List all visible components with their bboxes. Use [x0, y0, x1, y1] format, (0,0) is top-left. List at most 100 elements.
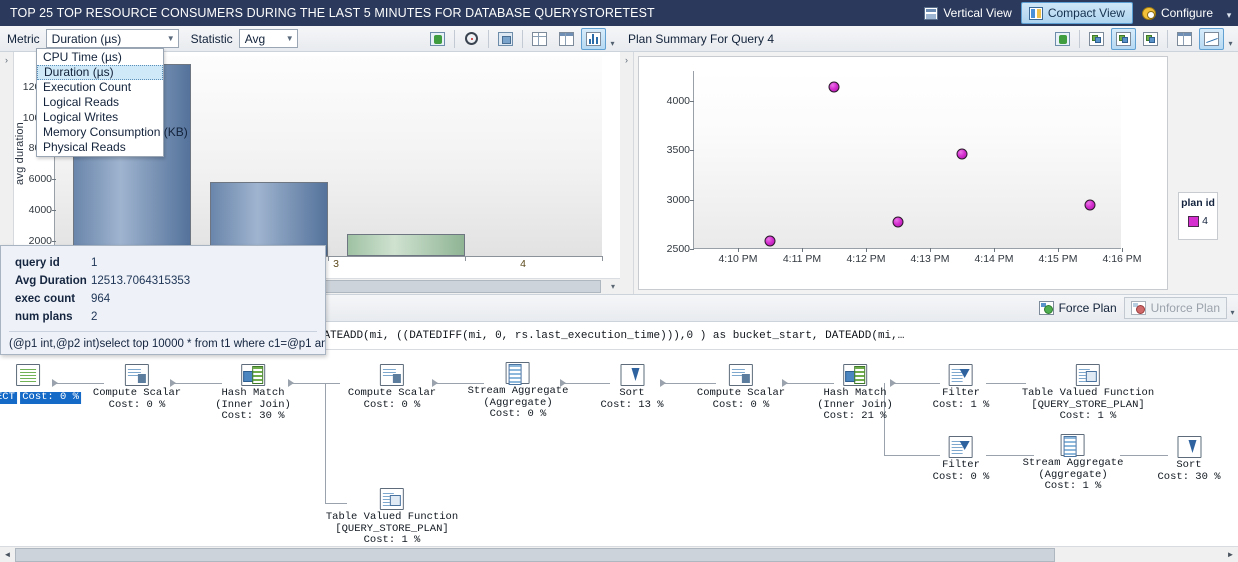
scroll-left-arrow-icon[interactable]: ◄ — [3, 550, 12, 559]
configure-button[interactable]: Configure — [1134, 2, 1221, 24]
vertical-view-label: Vertical View — [943, 6, 1012, 20]
scatter-point[interactable] — [892, 216, 904, 228]
view-query-window-icon — [498, 31, 513, 46]
plan-node-cost: Cost: 1 % — [1059, 410, 1117, 422]
plan-node-stream-aggregate[interactable]: Stream Aggregate (Aggregate) Cost: 0 % — [468, 362, 568, 421]
plan-node-filter[interactable]: Filter Cost: 1 % — [932, 364, 990, 411]
plan-node-compute-scalar[interactable]: Compute Scalar Cost: 0 % — [348, 364, 436, 411]
plan-node-table-valued-function[interactable]: Table Valued Function [QUERY_STORE_PLAN]… — [1022, 364, 1154, 423]
grid-detail-button[interactable] — [554, 28, 579, 50]
plan-node-filter[interactable]: Filter Cost: 0 % — [932, 436, 990, 483]
bar-query-3[interactable] — [347, 234, 465, 256]
tooltip-divider — [9, 331, 317, 332]
plan-node-hash-match[interactable]: Hash Match (Inner Join) Cost: 21 % — [817, 364, 893, 423]
plan-summary-body: › Avg 2500 3000 3500 4000 4 — [620, 52, 1238, 294]
compare-plans-button[interactable] — [1138, 28, 1163, 50]
plan-node-table-valued-function[interactable]: Table Valued Function [QUERY_STORE_PLAN]… — [326, 488, 458, 546]
plan-node-cost: Cost: 30 % — [221, 410, 285, 422]
scatter-point[interactable] — [764, 235, 776, 247]
refresh-button[interactable] — [425, 28, 450, 50]
filter-icon — [949, 364, 973, 386]
plan-summary-expander[interactable]: › — [620, 52, 634, 294]
plan-grid-view-button[interactable] — [1172, 28, 1197, 50]
metric-option-physical-reads[interactable]: Physical Reads — [43, 140, 126, 154]
scatter-point[interactable] — [1084, 199, 1096, 210]
bar-query-2[interactable] — [210, 182, 328, 256]
metric-option-cpu-time[interactable]: CPU Time (µs) — [43, 50, 122, 64]
refresh-icon — [1055, 31, 1070, 46]
view-mode-buttons: Vertical View Compact View Configure ▾ — [916, 0, 1238, 26]
plan-toolbar-overflow-icon[interactable]: ▾ — [1228, 38, 1233, 48]
plan-node-name: Table Valued Function — [1021, 387, 1155, 399]
plan-node-cost: Cost: 0 % — [932, 470, 990, 483]
scatter-ytick: 2500 — [666, 243, 695, 255]
plan-node-name: Compute Scalar — [696, 387, 786, 399]
plan-node-compute-scalar[interactable]: Compute Scalar Cost: 0 % — [93, 364, 181, 411]
bar-ytick: 6000 — [28, 173, 57, 186]
metric-option-logical-writes[interactable]: Logical Writes — [43, 110, 119, 124]
compact-view-button[interactable]: Compact View — [1020, 2, 1133, 24]
scatter-point[interactable] — [828, 81, 840, 93]
scatter-xtick-label: 4:10 PM — [718, 253, 758, 265]
scatter-xtick-label: 4:11 PM — [782, 253, 822, 265]
grid-view-icon — [1177, 31, 1192, 46]
grid-view-button[interactable] — [527, 28, 552, 50]
vertical-view-icon — [924, 6, 939, 20]
plan-actions-overflow-icon[interactable]: ▾ — [1230, 308, 1235, 317]
chevron-down-icon: ▼ — [166, 34, 175, 43]
refresh-icon — [430, 31, 445, 46]
force-plan-button[interactable]: Force Plan — [1032, 297, 1124, 319]
plan-node-hash-match[interactable]: Hash Match (Inner Join) Cost: 30 % — [215, 364, 291, 423]
plan-node-name: Filter — [942, 459, 980, 471]
plan-refresh-button[interactable] — [1050, 28, 1075, 50]
scrollbar-track[interactable] — [15, 547, 1223, 562]
plan-summary-scatter-chart[interactable]: 2500 3000 3500 4000 4:10 PM 4:11 PM 4:12… — [638, 56, 1168, 290]
scrollbar-down-arrow-icon[interactable]: ▾ — [610, 282, 615, 291]
scatter-ytick: 3500 — [666, 144, 695, 157]
plan-node-name: Hash Match — [221, 387, 285, 399]
plan-node-select[interactable]: SELECT Cost: 0 % — [0, 364, 81, 404]
plan-horizontal-scrollbar[interactable]: ◄ ► — [0, 546, 1238, 562]
metric-select[interactable]: Duration (µs) ▼ — [45, 29, 179, 48]
hash-match-icon — [241, 364, 265, 386]
track-query-button[interactable] — [459, 28, 484, 50]
plan-node-cost: Cost: 0 % — [108, 398, 166, 411]
plan-node-compute-scalar[interactable]: Compute Scalar Cost: 0 % — [697, 364, 785, 411]
titlebar-overflow-icon[interactable]: ▾ — [1226, 10, 1232, 20]
metric-dropdown-menu[interactable]: CPU Time (µs) Duration (µs) Execution Co… — [36, 48, 188, 157]
unforce-plan-toolbar-button[interactable] — [1111, 27, 1136, 50]
plan-summary-panel: Plan Summary For Query 4 ▾ › Avg 2500 — [620, 26, 1238, 294]
bar-chart-view-button[interactable] — [581, 27, 606, 50]
plan-node-sort[interactable]: Sort Cost: 13 % — [600, 364, 664, 411]
metric-option-duration[interactable]: Duration (µs) — [37, 65, 163, 80]
scatter-point[interactable] — [956, 148, 968, 159]
plan-node-subtitle: [QUERY_STORE_PLAN] — [1031, 398, 1145, 411]
metric-option-logical-reads[interactable]: Logical Reads — [43, 95, 120, 109]
plan-node-stream-aggregate[interactable]: Stream Aggregate (Aggregate) Cost: 1 % — [1022, 434, 1124, 493]
toolbar-separator — [454, 29, 455, 48]
scrollbar-thumb[interactable] — [15, 547, 1055, 562]
unforce-plan-button[interactable]: Unforce Plan — [1123, 297, 1227, 319]
statistic-select[interactable]: Avg ▼ — [238, 29, 298, 48]
chart-view-icon — [1204, 31, 1219, 46]
view-query-window-button[interactable] — [493, 28, 518, 50]
force-plan-toolbar-button[interactable] — [1084, 28, 1109, 50]
toolbar-separator — [1167, 29, 1168, 48]
plan-summary-toolbar: Plan Summary For Query 4 ▾ — [620, 26, 1238, 52]
plan-chart-view-button[interactable] — [1199, 27, 1224, 50]
execution-plan-canvas[interactable]: SELECT Cost: 0 % Compute Scalar Cost: 0 … — [0, 350, 1238, 546]
scroll-right-arrow-icon[interactable]: ► — [1226, 550, 1235, 559]
left-chart-expander[interactable]: › — [0, 52, 14, 294]
plan-node-name: Compute Scalar — [92, 387, 182, 399]
metric-option-memory-consumption[interactable]: Memory Consumption (KB) — [43, 125, 188, 139]
plan-node-name: Stream Aggregate — [1022, 457, 1124, 469]
plan-node-cost: Cost: 1 % — [932, 398, 990, 411]
bar-xtick-label: 4 — [520, 258, 526, 270]
plan-node-sort[interactable]: Sort Cost: 30 % — [1157, 436, 1221, 483]
legend-swatch-icon — [1188, 215, 1200, 227]
metric-option-execution-count[interactable]: Execution Count — [43, 80, 132, 94]
vertical-view-button[interactable]: Vertical View — [916, 2, 1019, 24]
compute-scalar-icon — [380, 364, 404, 386]
left-toolbar-overflow-icon[interactable]: ▾ — [610, 38, 615, 48]
